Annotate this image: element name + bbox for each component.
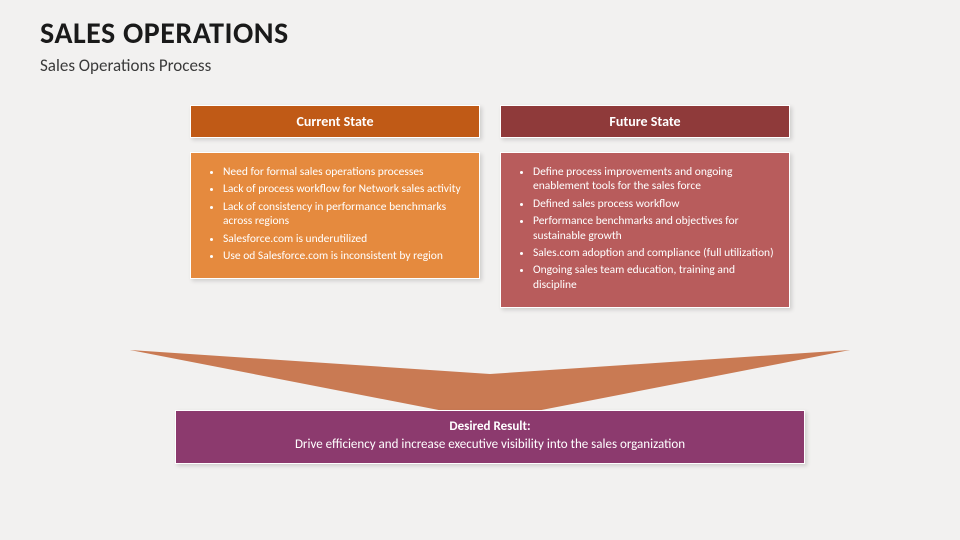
desired-result-title: Desired Result: (190, 419, 790, 434)
list-item: Ongoing sales team education, training a… (533, 263, 777, 292)
list-item: Lack of consistency in performance bench… (223, 200, 467, 229)
current-state-column: Current State Need for formal sales oper… (190, 105, 480, 279)
desired-result-text: Drive efficiency and increase executive … (190, 437, 790, 452)
chevron-cut (130, 350, 850, 374)
future-state-header: Future State (500, 105, 790, 138)
list-item: Performance benchmarks and objectives fo… (533, 214, 777, 243)
page-title: SALES OPERATIONS (40, 15, 289, 52)
current-state-body: Need for formal sales operations process… (190, 152, 480, 279)
list-item: Define process improvements and ongoing … (533, 165, 777, 194)
list-item: Sales.com adoption and compliance (full … (533, 246, 777, 260)
future-state-list: Define process improvements and ongoing … (509, 165, 777, 292)
list-item: Lack of process workflow for Network sal… (223, 182, 467, 196)
future-state-column: Future State Define process improvements… (500, 105, 790, 308)
desired-result-box: Desired Result: Drive efficiency and inc… (175, 410, 805, 464)
list-item: Salesforce.com is underutilized (223, 232, 467, 246)
list-item: Use od Salesforce.com is inconsistent by… (223, 249, 467, 263)
future-state-body: Define process improvements and ongoing … (500, 152, 790, 308)
page-subtitle: Sales Operations Process (40, 55, 211, 76)
list-item: Need for formal sales operations process… (223, 165, 467, 179)
list-item: Defined sales process workflow (533, 197, 777, 211)
current-state-header: Current State (190, 105, 480, 138)
current-state-list: Need for formal sales operations process… (199, 165, 467, 263)
